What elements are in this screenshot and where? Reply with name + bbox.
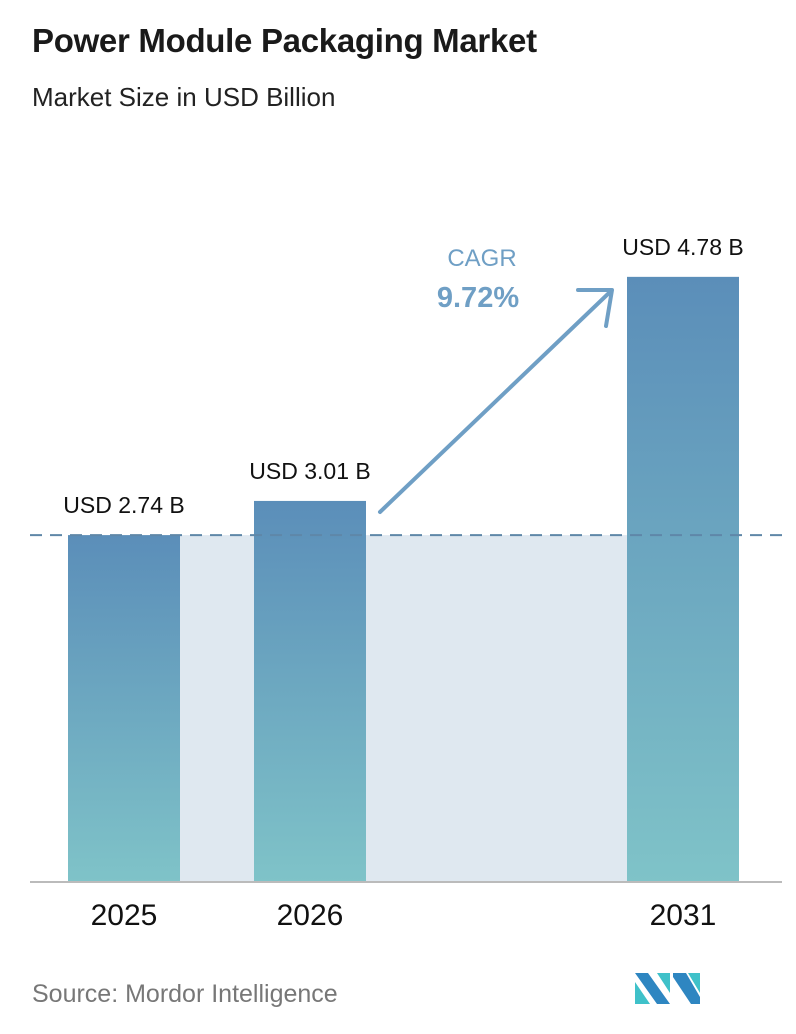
- x-tick-label-2031: 2031: [650, 899, 717, 932]
- cagr-label: CAGR: [447, 245, 516, 272]
- x-tick-label-2026: 2026: [277, 899, 344, 932]
- bar-2031: [627, 276, 739, 882]
- data-label-2026: USD 3.01 B: [249, 458, 370, 484]
- x-tick-label-2025: 2025: [91, 899, 158, 932]
- cagr-arrow: [378, 288, 614, 514]
- mordor-logo: [635, 973, 700, 1004]
- data-label-2031: USD 4.78 B: [622, 234, 743, 260]
- bar-2025: [68, 535, 180, 882]
- cagr-value: 9.72%: [437, 282, 519, 314]
- page-subtitle: Market Size in USD Billion: [32, 82, 336, 112]
- data-label-2025: USD 2.74 B: [63, 492, 184, 518]
- source-text: Source: Mordor Intelligence: [32, 980, 338, 1008]
- bar-2026: [254, 500, 366, 882]
- page-title: Power Module Packaging Market: [32, 22, 537, 59]
